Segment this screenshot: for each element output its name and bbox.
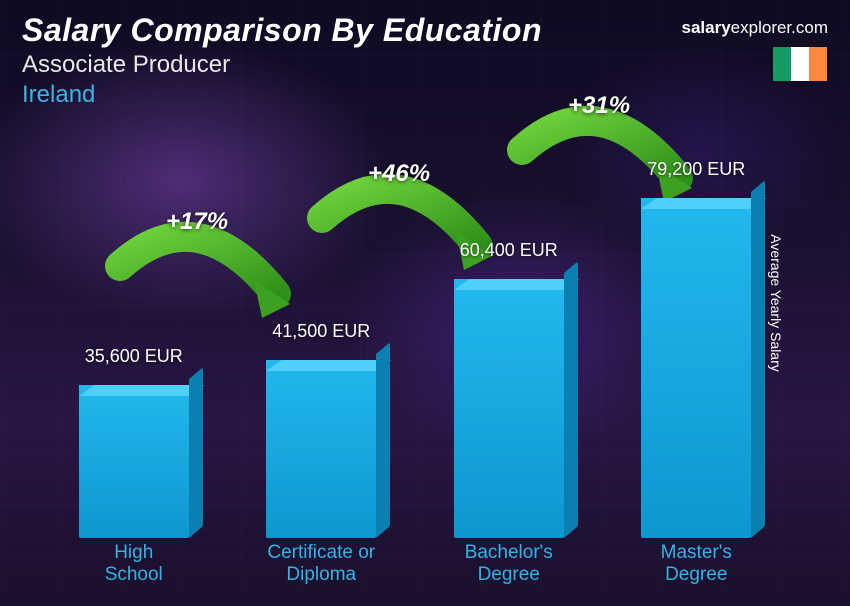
bar-front-face [79, 385, 189, 538]
country-name: Ireland [22, 81, 828, 109]
bar [266, 360, 376, 538]
bar-side-face [189, 367, 203, 538]
bar-value-label: 41,500 EUR [272, 321, 370, 342]
bar-top-face [454, 279, 580, 290]
bar-side-face [376, 342, 390, 538]
brand-tld: .com [791, 18, 828, 37]
brand-bold: salary [682, 18, 731, 37]
x-axis-labels: HighSchoolCertificate orDiplomaBachelor'… [40, 538, 790, 586]
bar-front-face [266, 360, 376, 538]
increase-percentage: +31% [568, 92, 630, 120]
bar-slot: 79,200 EUR [603, 120, 791, 538]
bar-value-label: 35,600 EUR [85, 346, 183, 367]
bar-value-label: 79,200 EUR [647, 159, 745, 180]
bar [454, 279, 564, 538]
bar-side-face [564, 261, 578, 538]
x-axis-category: Master'sDegree [603, 538, 791, 586]
x-axis-category: Certificate orDiploma [228, 538, 416, 586]
bar-front-face [454, 279, 564, 538]
flag-stripe [773, 47, 791, 81]
y-axis-label: Average Yearly Salary [767, 234, 783, 372]
x-axis-category: Bachelor'sDegree [415, 538, 603, 586]
flag-stripe [791, 47, 809, 81]
increase-percentage: +46% [368, 160, 430, 188]
x-axis-category: HighSchool [40, 538, 228, 586]
bar-slot: 35,600 EUR [40, 120, 228, 538]
job-title: Associate Producer [22, 51, 828, 79]
flag-stripe [809, 47, 827, 81]
bar-top-face [79, 385, 205, 396]
bar-side-face [751, 180, 765, 538]
brand-watermark: salaryexplorer.com [682, 18, 829, 38]
brand-light: explorer [731, 18, 791, 37]
bar-top-face [266, 360, 392, 371]
bar-value-label: 60,400 EUR [460, 240, 558, 261]
bar [641, 198, 751, 538]
bar-chart: 35,600 EUR 41,500 EUR 60,400 EUR 79,200 EUR… [40, 120, 790, 586]
bar [79, 385, 189, 538]
increase-percentage: +17% [166, 208, 228, 236]
bar-front-face [641, 198, 751, 538]
bar-slot: 60,400 EUR [415, 120, 603, 538]
bar-top-face [641, 198, 767, 209]
ireland-flag-icon [772, 46, 828, 82]
